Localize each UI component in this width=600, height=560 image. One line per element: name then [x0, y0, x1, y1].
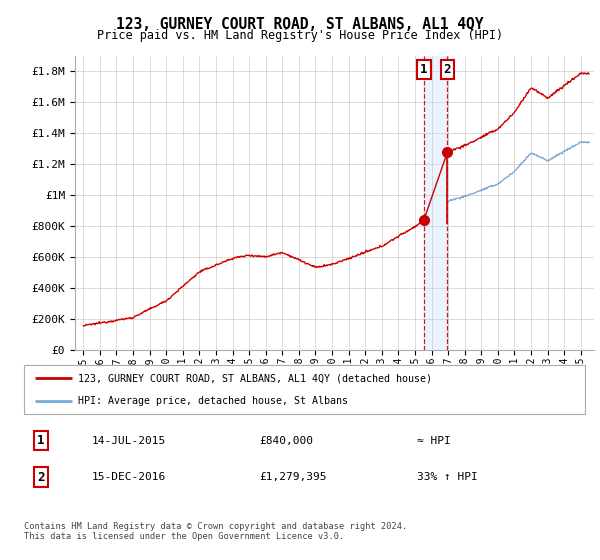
FancyBboxPatch shape: [24, 365, 585, 414]
Text: ≈ HPI: ≈ HPI: [416, 436, 451, 446]
Text: 2: 2: [443, 63, 451, 76]
Text: 33% ↑ HPI: 33% ↑ HPI: [416, 472, 478, 482]
Text: 14-JUL-2015: 14-JUL-2015: [91, 436, 166, 446]
Text: £840,000: £840,000: [260, 436, 314, 446]
Text: 15-DEC-2016: 15-DEC-2016: [91, 472, 166, 482]
Text: Contains HM Land Registry data © Crown copyright and database right 2024.
This d: Contains HM Land Registry data © Crown c…: [24, 522, 407, 542]
Text: 1: 1: [420, 63, 428, 76]
Text: 123, GURNEY COURT ROAD, ST ALBANS, AL1 4QY: 123, GURNEY COURT ROAD, ST ALBANS, AL1 4…: [116, 17, 484, 32]
Text: 123, GURNEY COURT ROAD, ST ALBANS, AL1 4QY (detached house): 123, GURNEY COURT ROAD, ST ALBANS, AL1 4…: [78, 374, 432, 384]
Bar: [424, 56, 448, 350]
Text: HPI: Average price, detached house, St Albans: HPI: Average price, detached house, St A…: [78, 396, 348, 406]
Text: Price paid vs. HM Land Registry's House Price Index (HPI): Price paid vs. HM Land Registry's House …: [97, 29, 503, 42]
Text: 2: 2: [37, 470, 44, 483]
Text: £1,279,395: £1,279,395: [260, 472, 327, 482]
Text: 1: 1: [37, 434, 44, 447]
